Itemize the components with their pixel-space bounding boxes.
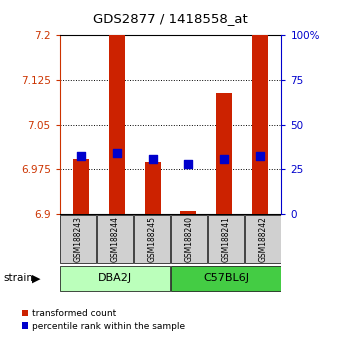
Bar — [252, 33, 268, 214]
Point — [150, 156, 155, 161]
Bar — [97, 215, 133, 263]
Text: ▶: ▶ — [32, 273, 40, 283]
Text: GSM188243: GSM188243 — [74, 216, 83, 262]
Bar — [145, 162, 161, 214]
Bar — [171, 266, 281, 291]
Bar — [60, 266, 170, 291]
Text: GSM188241: GSM188241 — [221, 216, 231, 262]
Text: C57BL6J: C57BL6J — [203, 273, 249, 283]
Point — [257, 153, 263, 159]
Bar — [134, 215, 170, 263]
Bar — [180, 211, 196, 214]
Text: GSM188240: GSM188240 — [184, 216, 193, 262]
Bar — [60, 215, 96, 263]
Text: GDS2877 / 1418558_at: GDS2877 / 1418558_at — [93, 12, 248, 25]
Legend: transformed count, percentile rank within the sample: transformed count, percentile rank withi… — [21, 309, 186, 331]
Bar — [245, 215, 281, 263]
Bar — [171, 215, 207, 263]
Text: GSM188245: GSM188245 — [148, 216, 157, 262]
Text: strain: strain — [3, 273, 33, 283]
Bar — [216, 93, 232, 214]
Bar — [208, 215, 244, 263]
Point — [186, 161, 191, 167]
Point — [114, 150, 120, 156]
Text: GSM188242: GSM188242 — [258, 216, 267, 262]
Bar — [109, 33, 125, 214]
Text: GSM188244: GSM188244 — [110, 216, 120, 262]
Bar — [73, 159, 89, 214]
Point — [221, 156, 227, 161]
Point — [78, 154, 84, 159]
Text: DBA2J: DBA2J — [98, 273, 132, 283]
